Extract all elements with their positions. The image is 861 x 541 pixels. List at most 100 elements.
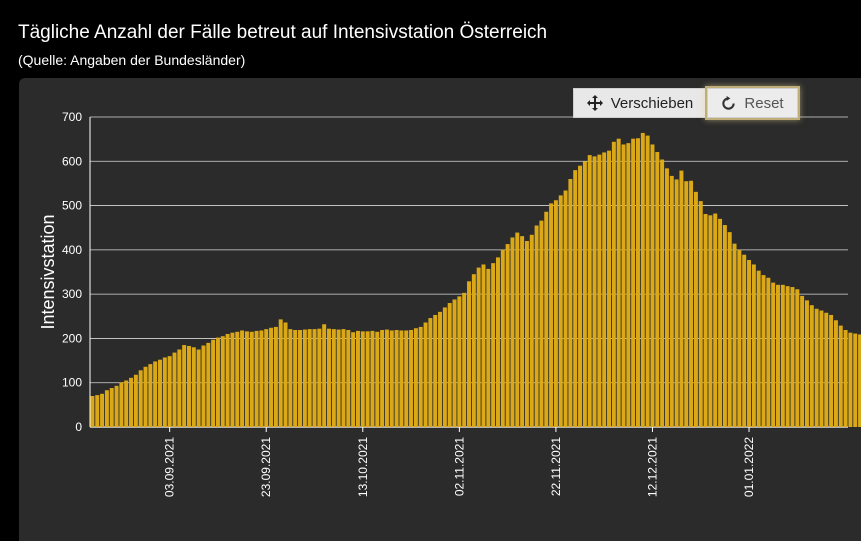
pan-button[interactable]: Verschieben: [573, 88, 707, 118]
bar[interactable]: [838, 325, 843, 427]
bar[interactable]: [90, 396, 95, 427]
bar[interactable]: [211, 339, 216, 427]
bar[interactable]: [669, 175, 674, 427]
bar[interactable]: [158, 359, 162, 427]
bar[interactable]: [650, 144, 655, 427]
bar[interactable]: [206, 342, 211, 427]
bar[interactable]: [500, 249, 505, 427]
bar[interactable]: [491, 263, 496, 427]
bar[interactable]: [418, 326, 423, 427]
bar[interactable]: [698, 201, 703, 427]
bar[interactable]: [747, 260, 752, 427]
bar[interactable]: [254, 330, 259, 427]
bar[interactable]: [177, 349, 182, 428]
bar[interactable]: [539, 220, 544, 427]
bar[interactable]: [718, 218, 723, 427]
bar[interactable]: [481, 264, 486, 427]
bar[interactable]: [674, 179, 679, 427]
bar[interactable]: [298, 330, 302, 427]
bar[interactable]: [534, 225, 539, 428]
bar[interactable]: [162, 357, 167, 427]
bar[interactable]: [602, 152, 607, 427]
bar[interactable]: [800, 295, 805, 427]
bar[interactable]: [640, 132, 645, 427]
bar[interactable]: [780, 284, 785, 427]
bar[interactable]: [684, 181, 689, 427]
bar[interactable]: [814, 308, 819, 427]
bar[interactable]: [505, 244, 510, 427]
bar[interactable]: [283, 322, 288, 427]
bar[interactable]: [187, 345, 191, 427]
bar[interactable]: [399, 330, 404, 427]
bar[interactable]: [119, 382, 124, 427]
bar[interactable]: [824, 312, 829, 427]
bar[interactable]: [182, 345, 187, 427]
bar[interactable]: [520, 236, 525, 427]
bar[interactable]: [549, 203, 554, 427]
bar[interactable]: [394, 330, 399, 427]
bar[interactable]: [201, 345, 206, 427]
bar[interactable]: [761, 275, 766, 427]
bar[interactable]: [278, 319, 283, 427]
bar[interactable]: [795, 289, 800, 427]
bar[interactable]: [858, 334, 861, 427]
bar[interactable]: [722, 225, 727, 427]
bar[interactable]: [355, 330, 360, 427]
bar[interactable]: [853, 333, 858, 427]
bar[interactable]: [833, 320, 838, 427]
bar[interactable]: [360, 331, 365, 427]
bar[interactable]: [563, 190, 568, 427]
bar[interactable]: [293, 330, 298, 427]
bar[interactable]: [409, 330, 414, 427]
bar[interactable]: [486, 268, 491, 427]
bar[interactable]: [442, 307, 447, 427]
bar[interactable]: [312, 329, 317, 427]
bar[interactable]: [742, 254, 747, 427]
bar[interactable]: [240, 330, 245, 427]
bar[interactable]: [370, 330, 375, 427]
bar[interactable]: [679, 170, 684, 427]
bar[interactable]: [751, 264, 756, 427]
bar[interactable]: [307, 329, 312, 427]
bar[interactable]: [462, 292, 467, 427]
bar[interactable]: [423, 322, 428, 427]
bar[interactable]: [611, 141, 616, 428]
bar[interactable]: [341, 329, 346, 427]
bar[interactable]: [843, 330, 848, 427]
bar[interactable]: [220, 336, 225, 427]
bar[interactable]: [428, 318, 433, 427]
bar[interactable]: [607, 150, 611, 427]
bar[interactable]: [737, 249, 742, 427]
bar[interactable]: [230, 332, 235, 427]
bar[interactable]: [689, 180, 694, 427]
bar[interactable]: [578, 165, 583, 427]
bar[interactable]: [558, 195, 563, 427]
bar[interactable]: [713, 213, 718, 427]
bar[interactable]: [351, 332, 356, 427]
bar[interactable]: [727, 232, 732, 427]
bar[interactable]: [655, 151, 660, 428]
bar[interactable]: [375, 331, 380, 427]
bar[interactable]: [573, 170, 578, 427]
bar[interactable]: [626, 143, 631, 427]
bar[interactable]: [568, 179, 573, 427]
reset-button[interactable]: Reset: [707, 88, 798, 118]
bar[interactable]: [636, 138, 640, 427]
bar[interactable]: [621, 144, 626, 427]
bar[interactable]: [191, 347, 196, 427]
bar[interactable]: [829, 314, 834, 427]
bar[interactable]: [597, 154, 602, 427]
bar[interactable]: [322, 324, 327, 427]
bar[interactable]: [616, 138, 621, 427]
bar[interactable]: [664, 168, 669, 427]
bar[interactable]: [433, 314, 438, 427]
bar[interactable]: [708, 215, 713, 427]
bar[interactable]: [124, 380, 129, 428]
bar[interactable]: [447, 303, 452, 427]
bar[interactable]: [631, 138, 636, 427]
bar[interactable]: [732, 243, 737, 427]
bar[interactable]: [785, 286, 790, 427]
bar[interactable]: [225, 334, 230, 427]
bar[interactable]: [196, 349, 201, 428]
bar[interactable]: [819, 310, 824, 427]
